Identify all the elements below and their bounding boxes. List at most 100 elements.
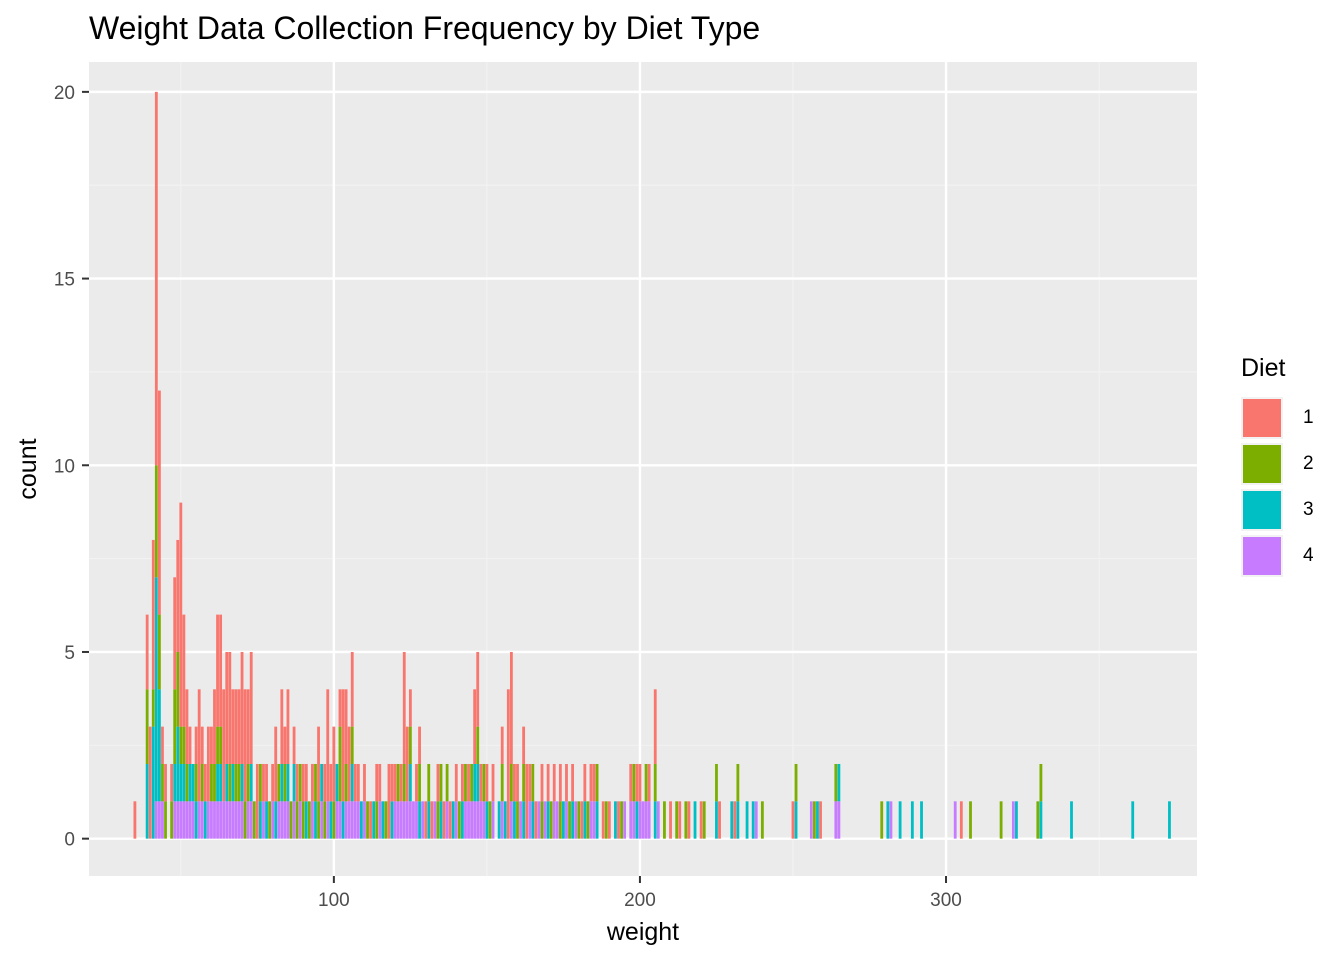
bar-diet-2 [161,763,164,802]
bar-diet-1 [513,763,516,802]
bar-diet-3 [341,801,345,839]
bar-diet-2 [314,763,317,802]
bar-diet-1 [491,763,495,802]
bar-diet-2 [500,763,504,802]
bar-diet-2 [170,801,174,839]
bar-diet-4 [754,801,758,839]
bar-diet-3 [816,801,819,839]
bar-diet-1 [617,801,620,839]
bar-diet-2 [402,763,406,802]
bar-diet-1 [699,801,703,839]
legend-item-diet-3: 3 [1241,487,1314,533]
bar-diet-1 [687,801,691,839]
bar-diet-4 [157,801,161,839]
bar-diet-4 [246,801,250,839]
bar-diet-1 [323,763,327,802]
bar-diet-2 [164,801,167,839]
bar-diet-2 [540,801,544,839]
bar-diet-1 [228,651,232,764]
bar-diet-2 [289,801,293,839]
bar-diet-4 [412,801,415,839]
bar-diet-4 [837,801,841,839]
bar-diet-4 [415,801,418,839]
bar-diet-3 [522,801,526,839]
bar-diet-2 [436,801,440,839]
bar-diet-4 [206,801,210,839]
bar-diet-4 [809,801,813,839]
bar-diet-3 [614,801,617,839]
bar-diet-3 [1070,801,1073,839]
bar-diet-3 [476,763,480,802]
bar-diet-1 [607,801,611,839]
bar-diet-1 [819,801,822,839]
bar-diet-4 [188,801,192,839]
bar-diet-4 [161,801,164,839]
axes-layer: 0 5 10 15 20 100 200 300 [54,83,962,911]
bar-diet-1 [326,689,330,802]
bar-diet-1 [338,689,342,727]
bar-diet-3 [240,763,244,802]
bar-diet-4 [1011,801,1015,839]
bar-diet-1 [678,801,682,839]
bar-diet-2 [834,763,838,802]
bar-diet-1 [164,763,167,802]
bars-layer [133,91,1171,839]
bar-diet-4 [213,801,216,839]
bar-diet-2 [323,801,327,839]
bar-diet-3 [715,801,718,839]
bar-diet-2 [307,801,311,839]
bar-diet-4 [433,801,437,839]
bar-diet-1 [317,726,320,802]
bar-diet-2 [210,763,213,802]
bar-diet-2 [237,763,241,802]
bar-diet-2 [418,763,421,802]
bar-diet-1 [540,763,544,802]
bar-diet-4 [154,801,158,839]
y-tick-label: 20 [54,83,75,104]
bar-diet-4 [476,801,480,839]
bar-diet-1 [629,763,633,802]
y-tick-label: 0 [64,830,75,851]
bar-diet-2 [632,763,636,802]
bar-diet-3 [451,801,455,839]
bar-diet-3 [372,801,376,839]
bar-diet-2 [317,801,320,839]
bar-diet-2 [338,726,342,802]
legend-color-swatch [1241,443,1283,485]
bar-diet-2 [298,763,302,802]
bar-diet-4 [225,801,229,839]
bar-diet-4 [363,801,366,839]
bar-diet-3 [258,801,262,839]
bar-diet-4 [519,801,522,839]
bar-diet-4 [356,801,360,839]
bar-diet-3 [1015,801,1018,839]
bar-diet-3 [693,801,697,839]
bar-diet-1 [436,763,440,802]
bar-diet-3 [653,801,657,839]
bar-diet-3 [513,801,516,839]
bar-diet-4 [552,801,556,839]
bar-diet-1 [473,689,477,764]
bar-diet-3 [730,801,734,839]
bar-diet-4 [200,801,204,839]
bar-diet-4 [644,801,648,839]
bar-diet-2 [604,801,608,839]
bar-diet-1 [295,763,299,802]
bar-diet-3 [381,801,385,839]
bar-diet-3 [635,801,639,839]
bar-diet-1 [378,763,382,802]
legend-color-swatch [1241,489,1283,531]
bar-diet-3 [188,763,192,802]
bar-diet-4 [656,801,660,839]
bar-diet-1 [638,763,642,802]
bar-diet-1 [197,689,201,802]
bar-diet-2 [522,763,526,802]
bar-diet-1 [485,763,489,802]
bar-diet-3 [485,801,489,839]
bar-diet-3 [794,801,798,839]
bar-diet-4 [344,801,348,839]
bar-diet-3 [408,763,412,802]
bar-diet-2 [516,801,519,839]
bar-diet-1 [592,763,596,802]
bar-diet-1 [213,689,216,764]
